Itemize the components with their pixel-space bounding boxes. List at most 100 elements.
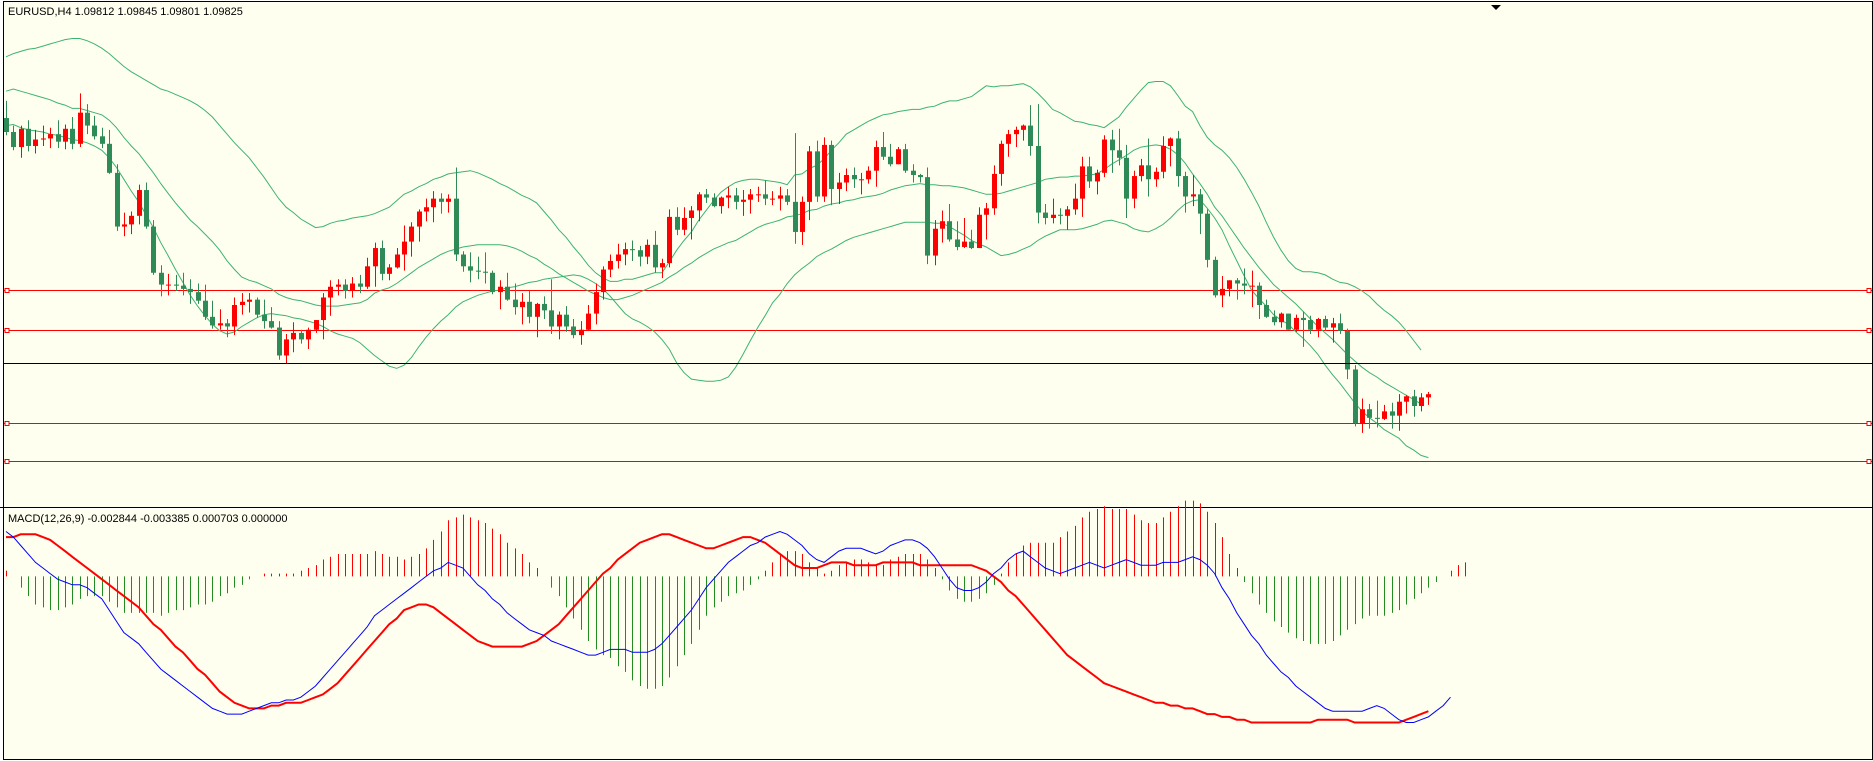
candle [144, 182, 149, 229]
candle [380, 240, 385, 281]
candle-body [321, 297, 326, 321]
candle-body [1110, 139, 1115, 151]
candle [78, 93, 83, 148]
candle-body [579, 329, 584, 336]
candle [262, 299, 267, 329]
candle [358, 274, 363, 294]
candle [1308, 315, 1313, 335]
candle-body [667, 216, 672, 264]
candle [955, 221, 960, 251]
candle-body [969, 241, 974, 249]
candle-body [122, 224, 127, 227]
candle [446, 194, 451, 213]
candle [56, 120, 61, 149]
candle [1028, 105, 1033, 156]
candle [1360, 398, 1365, 433]
candle [697, 192, 702, 222]
candle-body [1404, 396, 1409, 402]
candle-body [247, 299, 252, 302]
candle-body [704, 194, 709, 198]
candle [682, 207, 687, 236]
candle [1014, 126, 1019, 148]
candle [579, 321, 584, 345]
candle [476, 256, 481, 280]
candle [26, 120, 31, 152]
candle-body [63, 128, 68, 142]
candle [513, 283, 518, 315]
candle [4, 100, 9, 136]
candle-body [1205, 213, 1210, 260]
candle-body [299, 332, 304, 340]
candle [1095, 169, 1100, 195]
candle-body [26, 128, 31, 146]
candle-body [262, 314, 267, 322]
candle-body [446, 198, 451, 202]
candle [1043, 204, 1048, 225]
candle-body [1390, 411, 1395, 416]
candle [734, 187, 739, 210]
candle-body [48, 134, 53, 139]
candle-body [373, 248, 378, 267]
candle [1139, 158, 1144, 182]
candle [815, 140, 820, 202]
candle-body [505, 286, 510, 300]
shift-marker-icon[interactable] [1491, 5, 1501, 10]
candle [549, 279, 554, 335]
candle [874, 140, 879, 187]
candle-body [468, 266, 473, 271]
candle [940, 210, 945, 243]
candle [630, 240, 635, 261]
candle-body [137, 190, 142, 216]
candle [571, 318, 576, 339]
candle-body [778, 195, 783, 199]
candle [1087, 156, 1092, 188]
candle-body [940, 221, 945, 229]
candle-body [1242, 283, 1247, 286]
candle-body [1412, 396, 1417, 406]
bollinger-lower-line [5, 123, 1429, 459]
candle [1058, 208, 1063, 225]
candle-body [107, 143, 112, 173]
macd-pane[interactable]: MACD(12,26,9) -0.002844 -0.003385 0.0007… [4, 500, 1872, 759]
candle [719, 196, 724, 214]
candle [1073, 183, 1078, 215]
candle [151, 220, 156, 275]
candle-body [741, 199, 746, 202]
candle-body [682, 217, 687, 230]
candle-body [903, 149, 908, 171]
candle-body [1301, 317, 1306, 321]
candle [269, 307, 274, 329]
candle [409, 222, 414, 257]
candle-body [859, 179, 864, 181]
candle [1323, 315, 1328, 331]
candle-body [874, 147, 879, 171]
candle-body [1308, 320, 1313, 330]
macd-header: MACD(12,26,9) -0.002844 -0.003385 0.0007… [8, 513, 288, 525]
candle [1213, 256, 1218, 298]
candle-body [1183, 176, 1188, 197]
candle-body [291, 332, 296, 340]
candle [1227, 280, 1232, 297]
candle-body [1102, 139, 1107, 173]
candle-body [586, 313, 591, 330]
candle-body [174, 284, 179, 286]
candle-body [829, 144, 834, 189]
candle-body [1176, 138, 1181, 177]
candle-body [852, 174, 857, 180]
candle-body [1198, 194, 1203, 214]
candle-body [1264, 305, 1269, 317]
candle-body [1036, 145, 1041, 213]
candle [557, 311, 562, 340]
candle [1375, 400, 1380, 428]
candle-body [888, 156, 893, 165]
candle [1183, 171, 1188, 213]
level-handle-left-3 [4, 421, 10, 426]
horizontal-levels[interactable] [4, 288, 1872, 464]
candle [911, 164, 916, 183]
candle-body [513, 299, 518, 308]
candle [63, 124, 68, 150]
candle [645, 239, 650, 265]
candle-body [896, 149, 901, 165]
candle-body [350, 283, 355, 292]
main-price-pane[interactable]: EURUSD,H4 1.09812 1.09845 1.09801 1.0982… [4, 2, 1872, 507]
